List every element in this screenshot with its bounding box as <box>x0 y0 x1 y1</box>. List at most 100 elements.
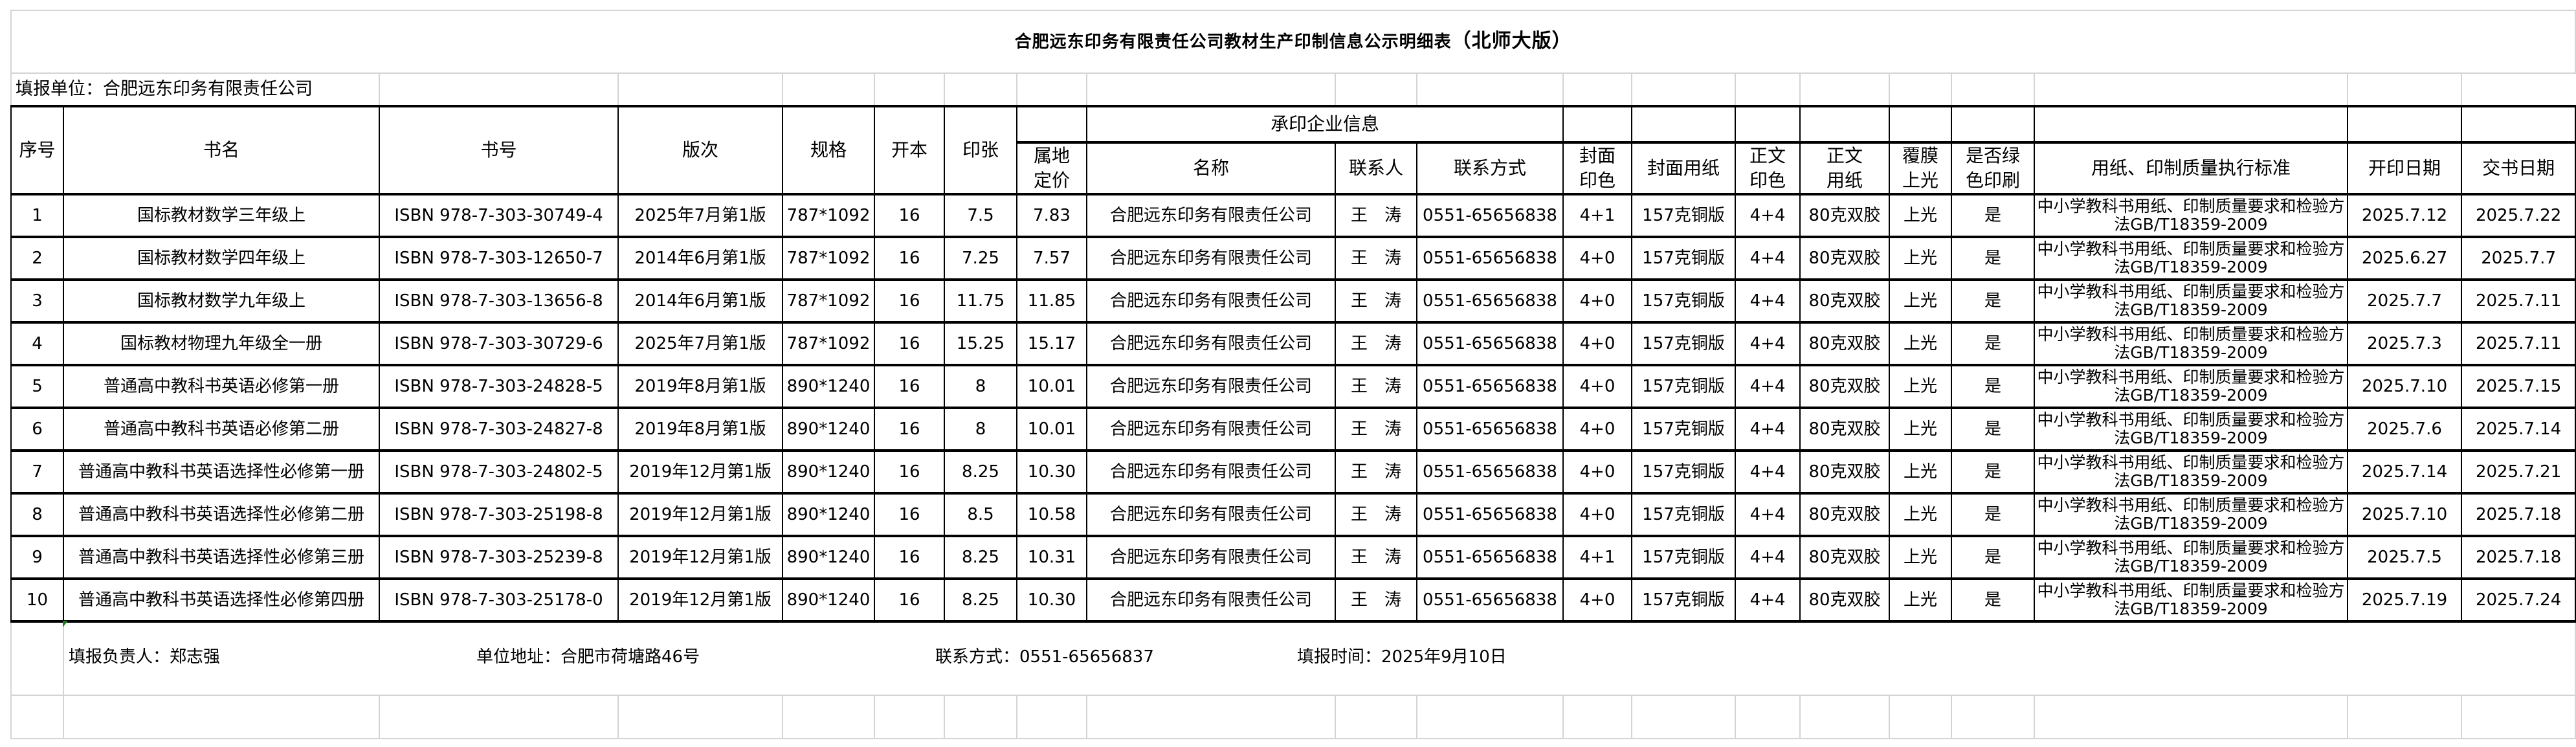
cell-green-print[interactable]: 是 <box>1951 535 2035 580</box>
cell-start-date[interactable]: 2025.7.10 <box>2347 492 2462 537</box>
cell-printer-name[interactable]: 合肥远东印务有限责任公司 <box>1086 236 1336 281</box>
cell-format[interactable]: 787*1092 <box>782 236 875 281</box>
cell-contact-person[interactable]: 王 涛 <box>1335 577 1417 623</box>
cell-edition[interactable]: 2019年12月第1版 <box>617 492 783 537</box>
cell-body-paper[interactable]: 80克双胶 <box>1799 449 1890 495</box>
cell-body-color[interactable]: 4+4 <box>1735 535 1801 580</box>
cell-folio[interactable]: 16 <box>874 193 945 238</box>
cell-green-print[interactable]: 是 <box>1951 577 2035 623</box>
cell-body-color[interactable]: 4+4 <box>1735 492 1801 537</box>
cell-sheets[interactable]: 7.25 <box>944 236 1017 281</box>
empty-cell[interactable] <box>10 620 64 696</box>
cell-lamination[interactable]: 上光 <box>1889 577 1952 623</box>
empty-cell[interactable] <box>1735 72 1801 107</box>
cell-book-name[interactable]: 普通高中教科书英语选择性必修第四册 <box>63 577 380 623</box>
empty-cell[interactable] <box>1016 695 1087 739</box>
empty-cell[interactable] <box>1951 695 2035 739</box>
empty-cell[interactable] <box>1016 105 1087 144</box>
cell-contact[interactable]: 0551-65656838 <box>1416 407 1564 452</box>
cell-cover-paper[interactable]: 157克铜版 <box>1631 449 1736 495</box>
cell-edition[interactable]: 2025年7月第1版 <box>617 321 783 366</box>
cell-edition[interactable]: 2019年12月第1版 <box>617 535 783 580</box>
cell-cover-paper[interactable]: 157克铜版 <box>1631 278 1736 324</box>
cell-cover-color[interactable]: 4+0 <box>1562 321 1632 366</box>
header-start-date[interactable]: 开印日期 <box>2347 141 2462 195</box>
cell-format[interactable]: 890*1240 <box>782 449 875 495</box>
cell-start-date[interactable]: 2025.7.7 <box>2347 278 2462 324</box>
cell-folio[interactable]: 16 <box>874 321 945 366</box>
cell-contact-person[interactable]: 王 涛 <box>1335 492 1417 537</box>
cell-seq[interactable]: 7 <box>10 449 64 495</box>
cell-book-name[interactable]: 普通高中教科书英语选择性必修第三册 <box>63 535 380 580</box>
cell-cover-paper[interactable]: 157克铜版 <box>1631 492 1736 537</box>
cell-folio[interactable]: 16 <box>874 449 945 495</box>
cell-isbn[interactable]: ISBN 978-7-303-30729-6 <box>379 321 619 366</box>
cell-standard[interactable]: 中小学教科书用纸、印制质量要求和检验方法GB/T18359-2009 <box>2034 321 2348 366</box>
empty-cell[interactable] <box>1889 72 1952 107</box>
cell-contact[interactable]: 0551-65656838 <box>1416 278 1564 324</box>
cell-lamination[interactable]: 上光 <box>1889 535 1952 580</box>
cell-isbn[interactable]: ISBN 978-7-303-24827-8 <box>379 407 619 452</box>
cell-start-date[interactable]: 2025.7.12 <box>2347 193 2462 238</box>
cell-cover-color[interactable]: 4+0 <box>1562 577 1632 623</box>
cell-standard[interactable]: 中小学教科书用纸、印制质量要求和检验方法GB/T18359-2009 <box>2034 278 2348 324</box>
empty-cell[interactable] <box>2460 695 2576 739</box>
sheet-title[interactable]: 合肥远东印务有限责任公司教材生产印制信息公示明细表（北师大版） <box>10 10 2576 74</box>
cell-isbn[interactable]: ISBN 978-7-303-25239-8 <box>379 535 619 580</box>
cell-body-color[interactable]: 4+4 <box>1735 407 1801 452</box>
cell-price[interactable]: 10.30 <box>1016 449 1087 495</box>
header-body-color[interactable]: 正文印色 <box>1735 141 1801 195</box>
empty-cell[interactable] <box>617 72 783 107</box>
cell-folio[interactable]: 16 <box>874 535 945 580</box>
empty-cell[interactable] <box>1562 72 1632 107</box>
cell-isbn[interactable]: ISBN 978-7-303-25198-8 <box>379 492 619 537</box>
cell-book-name[interactable]: 国标教材数学四年级上 <box>63 236 380 281</box>
empty-cell[interactable] <box>1086 695 1336 739</box>
cell-body-color[interactable]: 4+4 <box>1735 193 1801 238</box>
cell-standard[interactable]: 中小学教科书用纸、印制质量要求和检验方法GB/T18359-2009 <box>2034 449 2348 495</box>
cell-format[interactable]: 890*1240 <box>782 535 875 580</box>
cell-contact[interactable]: 0551-65656838 <box>1416 492 1564 537</box>
cell-contact[interactable]: 0551-65656838 <box>1416 321 1564 366</box>
cell-sheets[interactable]: 7.5 <box>944 193 1017 238</box>
cell-body-paper[interactable]: 80克双胶 <box>1799 364 1890 409</box>
header-body-paper[interactable]: 正文用纸 <box>1799 141 1890 195</box>
cell-delivery-date[interactable]: 2025.7.21 <box>2460 449 2576 495</box>
cell-start-date[interactable]: 2025.7.6 <box>2347 407 2462 452</box>
cell-seq[interactable]: 1 <box>10 193 64 238</box>
cell-seq[interactable]: 2 <box>10 236 64 281</box>
cell-printer-name[interactable]: 合肥远东印务有限责任公司 <box>1086 492 1336 537</box>
cell-book-name[interactable]: 国标教材数学九年级上 <box>63 278 380 324</box>
empty-cell[interactable] <box>2034 72 2348 107</box>
empty-cell[interactable] <box>2347 105 2462 144</box>
cell-printer-name[interactable]: 合肥远东印务有限责任公司 <box>1086 407 1336 452</box>
cell-price[interactable]: 11.85 <box>1016 278 1087 324</box>
cell-seq[interactable]: 9 <box>10 535 64 580</box>
cell-body-paper[interactable]: 80克双胶 <box>1799 535 1890 580</box>
cell-price[interactable]: 10.58 <box>1016 492 1087 537</box>
cell-format[interactable]: 890*1240 <box>782 577 875 623</box>
cell-folio[interactable]: 16 <box>874 492 945 537</box>
cell-delivery-date[interactable]: 2025.7.18 <box>2460 535 2576 580</box>
cell-sheets[interactable]: 8.5 <box>944 492 1017 537</box>
empty-cell[interactable] <box>379 695 619 739</box>
empty-cell[interactable] <box>782 695 875 739</box>
empty-cell[interactable] <box>944 695 1017 739</box>
header-printer-group[interactable]: 承印企业信息 <box>1086 105 1564 144</box>
cell-format[interactable]: 787*1092 <box>782 321 875 366</box>
cell-body-paper[interactable]: 80克双胶 <box>1799 492 1890 537</box>
cell-edition[interactable]: 2019年12月第1版 <box>617 449 783 495</box>
cell-seq[interactable]: 10 <box>10 577 64 623</box>
cell-printer-name[interactable]: 合肥远东印务有限责任公司 <box>1086 364 1336 409</box>
cell-cover-paper[interactable]: 157克铜版 <box>1631 407 1736 452</box>
empty-cell[interactable] <box>1889 105 1952 144</box>
cell-cover-color[interactable]: 4+0 <box>1562 449 1632 495</box>
cell-body-paper[interactable]: 80克双胶 <box>1799 577 1890 623</box>
cell-price[interactable]: 10.01 <box>1016 364 1087 409</box>
cell-delivery-date[interactable]: 2025.7.24 <box>2460 577 2576 623</box>
cell-standard[interactable]: 中小学教科书用纸、印制质量要求和检验方法GB/T18359-2009 <box>2034 407 2348 452</box>
cell-body-paper[interactable]: 80克双胶 <box>1799 236 1890 281</box>
cell-green-print[interactable]: 是 <box>1951 407 2035 452</box>
cell-lamination[interactable]: 上光 <box>1889 193 1952 238</box>
cell-folio[interactable]: 16 <box>874 278 945 324</box>
